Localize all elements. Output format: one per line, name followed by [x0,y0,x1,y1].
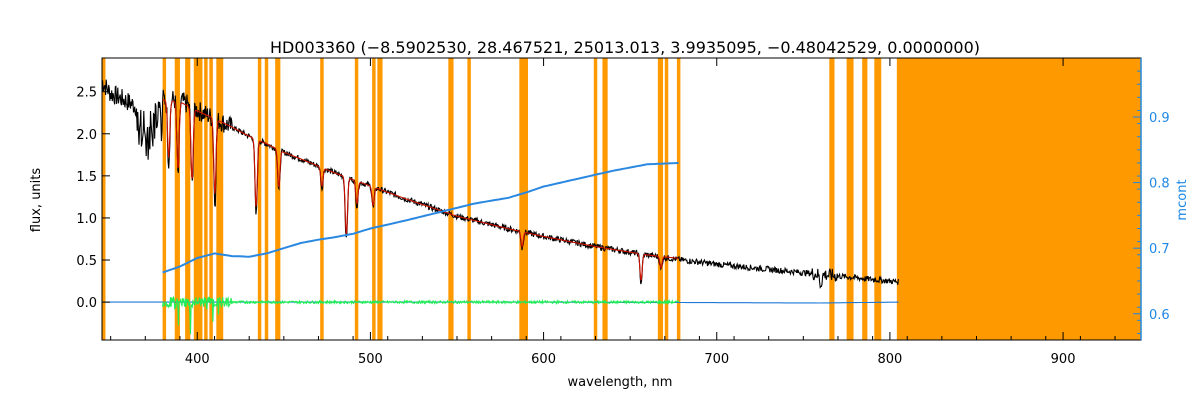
x-axis-label: wavelength, nm [568,375,673,390]
masked-regions [102,58,1141,340]
y-axis-left: 0.0 0.5 1.0 1.5 2.0 2.5 [76,86,110,311]
y-tick-label: 0.5 [76,254,97,269]
masked-region-3 [185,58,191,340]
masked-region-20 [657,58,664,340]
masked-region-23 [829,58,835,340]
masked-region-4 [193,58,203,340]
y2-tick-label: 0.8 [1149,177,1170,192]
x-axis: 400 500 600 700 800 900 [110,58,1116,367]
x-tick-label: 900 [1051,352,1076,367]
masked-region-24 [846,58,854,340]
masked-region-11 [320,58,324,340]
masked-region-6 [209,58,213,340]
masked-region-21 [664,58,669,340]
x-tick-label: 400 [185,352,210,367]
x-tick-label: 800 [877,352,902,367]
masked-region-17 [519,58,528,340]
observed-flux-line [101,79,899,289]
mcont-line [162,161,679,274]
x-tick-label: 700 [704,352,729,367]
masked-region-22 [676,58,681,340]
y-tick-label: 2.0 [76,128,97,143]
y2-axis-label: mcont [1175,179,1190,220]
x-tick-label: 600 [531,352,556,367]
y-tick-label: 0.0 [76,296,97,311]
y-tick-label: 1.0 [76,212,97,227]
masked-region-15 [448,58,454,340]
masked-region-10 [275,58,281,340]
y-axis-label: flux, units [29,168,44,233]
masked-region-19 [602,58,608,340]
y2-tick-label: 0.9 [1149,111,1170,126]
y-axis-right: 0.6 0.7 0.8 0.9 [1133,58,1170,340]
masked-region-2 [174,58,180,340]
y2-tick-label: 0.6 [1149,308,1170,323]
masked-region-18 [593,58,598,340]
model-flux-line [162,99,679,281]
masked-region-1 [162,58,167,340]
y2-tick-label: 0.7 [1149,242,1170,257]
y-tick-label: 1.5 [76,170,97,185]
spectrum-traces [101,79,899,335]
masked-region-9 [264,58,269,340]
masked-region-8 [257,58,262,340]
masked-region-7 [216,58,224,340]
masked-region-0 [102,58,106,340]
masked-region-25 [862,58,868,340]
masked-region-14 [377,58,383,340]
masked-region-26 [874,58,882,340]
y-tick-label: 2.5 [76,86,97,101]
masked-region-16 [467,58,471,340]
chart-title: HD003360 (−8.5902530, 28.467521, 25013.0… [270,38,980,57]
masked-region-27 [896,58,1141,340]
residual-line [162,295,679,335]
x-tick-label: 500 [358,352,383,367]
masked-region-5 [204,58,208,340]
